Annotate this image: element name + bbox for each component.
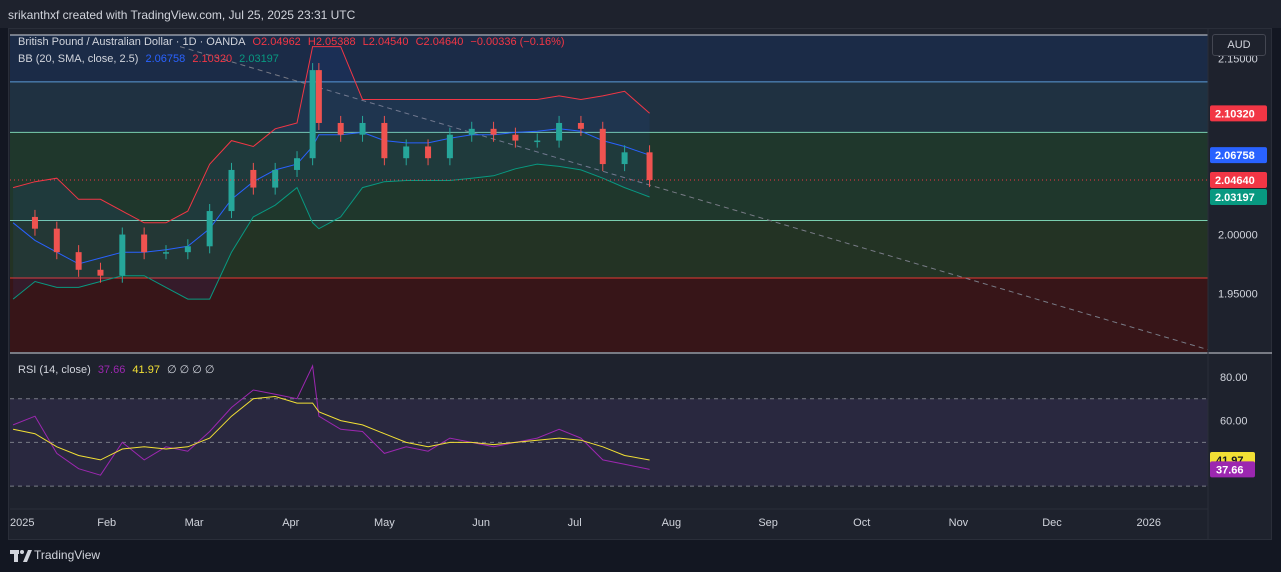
- candle-body: [468, 128, 475, 135]
- candle-body: [337, 122, 344, 135]
- candle-body: [206, 211, 213, 247]
- bb-upper-price-label-bg: [1210, 105, 1267, 122]
- zone-bottom: [10, 278, 1208, 352]
- candle-body: [425, 146, 432, 159]
- candle-body: [75, 252, 82, 270]
- candle-body: [512, 134, 519, 141]
- time-tick-label: Sep: [758, 517, 778, 529]
- candle-body: [97, 269, 104, 276]
- time-tick-label: Feb: [97, 517, 116, 529]
- close-price-label: 2.04640: [1215, 175, 1255, 187]
- zone-upper: [10, 81, 1208, 133]
- price-legend: British Pound / Australian Dollar · 1D ·…: [18, 36, 569, 48]
- rsi-price-label-bg: [1210, 461, 1255, 478]
- rsi-value: 37.66: [97, 364, 126, 376]
- attribution-text: srikanthxf created with TradingView.com,…: [8, 8, 356, 22]
- candle-body: [490, 128, 497, 135]
- bb-lower-price-label: 2.03197: [1215, 192, 1255, 204]
- change-value: −0.00336 (−0.16%): [470, 36, 565, 48]
- candle-body: [621, 152, 628, 165]
- high-value: H2.05388: [307, 36, 356, 48]
- axes: 2.15000 2.00000 1.95000 2.10320 2.06758 2.046…: [10, 29, 1272, 540]
- symbol-title: British Pound / Australian Dollar · 1D ·…: [18, 36, 246, 48]
- bb-lower-price-label-bg: [1210, 188, 1267, 205]
- candle-body: [141, 234, 148, 253]
- candle-body: [184, 246, 191, 253]
- time-tick-label: Jun: [472, 517, 490, 529]
- price-tick-label: 1.95000: [1218, 288, 1258, 300]
- bb-basis-price-label: 2.06758: [1215, 150, 1255, 162]
- time-tick-label: Dec: [1042, 517, 1062, 529]
- candle-body: [599, 128, 606, 165]
- rsi-label: RSI (14, close): [18, 364, 91, 376]
- rsi-extra: ∅ ∅ ∅ ∅: [167, 364, 215, 376]
- time-tick-label: Jul: [568, 517, 582, 529]
- time-tick-label: Aug: [662, 517, 682, 529]
- candle-body: [403, 146, 410, 159]
- bb-upper-line: [12, 46, 650, 224]
- close-value: C2.04640: [415, 36, 464, 48]
- bb-upper-price-label: 2.10320: [1215, 108, 1255, 120]
- rsi-ma-value: 41.97: [132, 364, 160, 376]
- candle-body: [162, 252, 169, 254]
- price-tick-label: 2.15000: [1218, 53, 1258, 65]
- candle-body: [646, 152, 653, 181]
- bb-label: BB (20, SMA, close, 2.5): [18, 53, 139, 65]
- time-tick-label: Oct: [853, 517, 870, 529]
- trendline: [179, 46, 1209, 351]
- currency-button[interactable]: AUD: [1212, 34, 1266, 56]
- bb-upper-value: 2.10320: [192, 53, 233, 65]
- rsi-legend: RSI (14, close) 37.66 41.97 ∅ ∅ ∅ ∅: [18, 363, 219, 376]
- rsi-ma-line: [13, 395, 650, 461]
- zone-top: [10, 35, 1208, 82]
- candle-body: [250, 169, 257, 188]
- candle-body: [556, 122, 563, 141]
- rsi-line: [12, 364, 650, 476]
- candle-body: [315, 70, 322, 123]
- rsi-price-label: 37.66: [1216, 464, 1244, 476]
- time-tick-label: Nov: [949, 517, 969, 529]
- time-tick-label: May: [374, 517, 395, 529]
- candle-body: [53, 228, 60, 253]
- bb-basis-value: 2.06758: [145, 53, 186, 65]
- candle-body: [446, 134, 453, 159]
- bb-lower-value: 2.03197: [239, 53, 279, 65]
- low-value: L2.04540: [362, 36, 409, 48]
- footer-brand: TradingView: [34, 548, 101, 562]
- candle-body: [309, 70, 316, 159]
- candle-body: [381, 122, 388, 159]
- candle-body: [577, 122, 584, 129]
- candle-body: [31, 216, 38, 229]
- time-tick-label: 2025: [10, 517, 34, 529]
- candle-body: [272, 169, 279, 188]
- footer: TradingView: [0, 540, 1281, 572]
- rsi-tick-label: 60.00: [1220, 416, 1248, 428]
- candle-body: [119, 234, 126, 276]
- price-pane: [10, 34, 1209, 352]
- attribution-bar: srikanthxf created with TradingView.com,…: [0, 0, 1281, 28]
- close-price-label-bg: [1210, 172, 1267, 189]
- candle-body: [228, 169, 235, 212]
- price-tick-label: 2.00000: [1218, 230, 1258, 242]
- rsi-tick-label: 80.00: [1220, 372, 1248, 384]
- bb-fill: [13, 46, 650, 300]
- time-tick-label: Mar: [185, 517, 204, 529]
- open-value: O2.04962: [252, 36, 301, 48]
- candle-body: [294, 158, 301, 170]
- time-tick-label: 2026: [1136, 517, 1160, 529]
- candle-body: [359, 122, 366, 135]
- time-tick-label: Apr: [282, 517, 299, 529]
- rsi-band-fill: [10, 398, 1208, 487]
- bb-basis-price-label-bg: [1210, 147, 1267, 164]
- tradingview-logo-icon: [10, 550, 32, 562]
- candle-body: [534, 140, 541, 143]
- rsi-pane: [10, 364, 1208, 487]
- bb-legend: BB (20, SMA, close, 2.5) 2.06758 2.10320…: [18, 53, 283, 65]
